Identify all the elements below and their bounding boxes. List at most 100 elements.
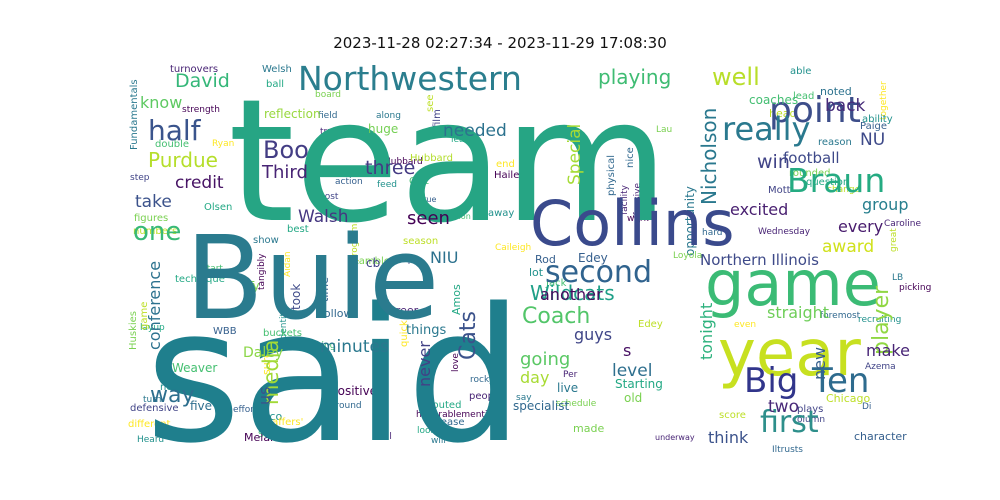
cloud-word-small: film xyxy=(432,109,443,128)
cloud-word: Daley xyxy=(243,345,283,361)
cloud-word: one xyxy=(133,217,181,247)
cloud-word-small: Aidan xyxy=(283,251,293,277)
cloud-word-small: effort xyxy=(233,405,258,415)
cloud-word: another xyxy=(540,285,603,304)
cloud-word: first xyxy=(760,405,819,440)
cloud-word: five xyxy=(190,399,212,413)
cloud-word-small: Tip xyxy=(399,255,414,265)
cloud-word-small: look xyxy=(417,426,437,436)
cloud-word-small: Wednesday xyxy=(758,227,811,237)
cloud-word: half xyxy=(148,114,202,147)
cloud-word-small: recruiting xyxy=(858,315,901,325)
cloud-word-small: Chicago xyxy=(826,392,870,405)
cloud-word-small: able xyxy=(790,66,811,77)
cloud-word: seen xyxy=(407,208,450,229)
cloud-word: never xyxy=(415,341,434,387)
cloud-word: playing xyxy=(598,65,671,89)
cloud-word: Collins xyxy=(530,187,735,260)
cloud-word: going xyxy=(520,349,570,370)
cloud-word-small: Rod xyxy=(535,253,556,266)
cloud-word-small: ability xyxy=(862,114,893,125)
cloud-word: game xyxy=(705,247,881,320)
cloud-word-small: will xyxy=(431,436,446,446)
cloud-word-small: question xyxy=(806,177,849,188)
cloud-word-small: facility xyxy=(620,184,630,215)
cloud-word-small: figures xyxy=(134,213,168,224)
cloud-word-small: Di xyxy=(862,402,871,412)
cloud-word: back xyxy=(825,96,866,116)
cloud-word: know xyxy=(140,93,182,112)
cloud-word-small: even xyxy=(734,320,756,330)
cloud-word-small: nobody xyxy=(160,382,197,393)
cloud-word-small: physical xyxy=(606,155,617,196)
cloud-word: Walsh xyxy=(298,207,349,227)
cloud-word-small: Edey xyxy=(638,319,663,330)
cloud-word-small: Melannie xyxy=(244,431,294,444)
cloud-word-small: true xyxy=(420,195,436,204)
cloud-word-small: nice xyxy=(625,147,636,168)
cloud-word: day xyxy=(520,368,549,387)
cloud-word-small: Uncommon xyxy=(425,212,471,221)
cloud-word-small: hard xyxy=(702,228,722,238)
cloud-word-small: Azema xyxy=(865,362,896,372)
cloud-word: needed xyxy=(443,121,507,141)
cloud-word-small: foul xyxy=(375,432,392,442)
cloud-word: new xyxy=(810,347,829,380)
cloud-word-small: technique xyxy=(175,274,225,285)
cloud-word-small: field xyxy=(318,111,337,121)
cloud-word-small: score xyxy=(719,410,746,421)
cloud-word: group xyxy=(862,195,908,214)
cloud-word-small: Amos xyxy=(450,284,463,315)
cloud-word-small: Weaver xyxy=(172,361,217,375)
cloud-word-small: Stay xyxy=(258,430,279,440)
cloud-word: Buie xyxy=(185,212,439,346)
cloud-word: well xyxy=(712,63,760,91)
cloud-word-small: see xyxy=(425,94,436,112)
cloud-word-small: Huskies xyxy=(128,311,139,350)
cloud-word-small: step xyxy=(130,173,150,183)
cloud-word-small: Heard xyxy=(137,435,164,445)
cloud-word-small: turnovers xyxy=(170,64,218,75)
cloud-word: Cats xyxy=(456,311,481,360)
cloud-word-small: say xyxy=(516,393,532,403)
cloud-word: really xyxy=(722,110,810,148)
cloud-word: tonight xyxy=(697,303,716,360)
cloud-word-small: strength xyxy=(182,105,220,115)
cloud-word: Nicholson xyxy=(697,108,721,205)
cloud-word-small: plays xyxy=(797,404,823,415)
cloud-word-small: people xyxy=(469,391,503,402)
cloud-word: Ten xyxy=(811,361,869,401)
cloud-word: take xyxy=(135,192,172,212)
cloud-word-small: lead xyxy=(793,91,814,102)
cloud-word-small: feed xyxy=(377,180,397,190)
cloud-word: three xyxy=(365,157,415,179)
cloud-word: straight xyxy=(767,303,829,322)
cloud-word-small: away xyxy=(488,208,514,219)
cloud-word-small: start xyxy=(202,264,223,274)
cloud-word-small: Paige xyxy=(860,121,887,132)
cloud-word-small: LB xyxy=(892,273,903,283)
cloud-word-small: cb xyxy=(366,256,380,270)
cloud-word: NU xyxy=(860,130,885,150)
cloud-word-small: work xyxy=(627,214,650,224)
cloud-word: us xyxy=(255,387,274,405)
cloud-word: level xyxy=(612,361,652,381)
cloud-word-small: Lau xyxy=(656,125,672,135)
cloud-word-small: show xyxy=(253,235,279,246)
cloud-word: make xyxy=(866,341,910,360)
cloud-word: every xyxy=(838,217,883,236)
cloud-word-small: Edey xyxy=(578,251,608,265)
cloud-word: football xyxy=(783,149,840,167)
cloud-word: team xyxy=(228,63,669,261)
cloud-word: Fundamentals xyxy=(129,79,140,150)
cloud-word: Braun xyxy=(787,161,885,200)
cloud-word-small: action xyxy=(335,177,363,187)
cloud-word-small: head xyxy=(769,107,796,120)
cloud-word-small: rounded xyxy=(789,168,831,179)
cloud-word-small: shouted xyxy=(421,400,461,411)
cloud-word: said xyxy=(145,268,524,484)
cloud-word: specialist xyxy=(513,399,569,413)
cloud-word-small: career xyxy=(383,304,419,317)
cloud-word: Northern Illinois xyxy=(700,251,819,269)
cloud-word-small: rocky xyxy=(470,375,495,385)
